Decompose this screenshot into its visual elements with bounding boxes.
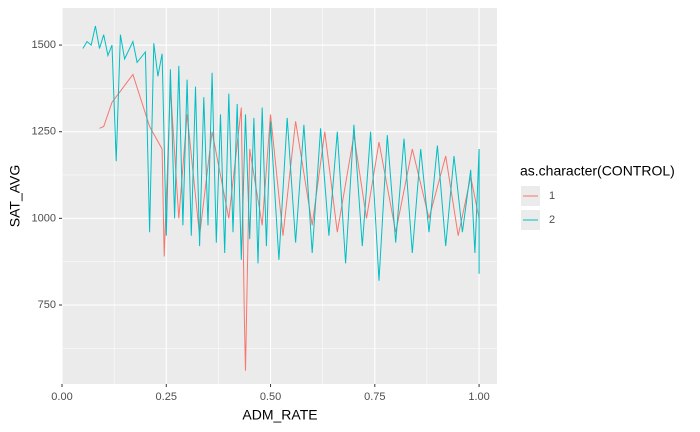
- legend-title: as.character(CONTROL): [520, 163, 675, 179]
- y-tick-label: 1250: [32, 126, 56, 138]
- x-tick-label: 0.75: [364, 391, 385, 403]
- x-tick-label: 0.00: [51, 391, 72, 403]
- y-tick-label: 1000: [32, 212, 56, 224]
- x-tick-label: 0.25: [156, 391, 177, 403]
- x-tick-label: 1.00: [468, 391, 489, 403]
- x-tick-label: 0.50: [260, 391, 281, 403]
- legend: 12: [521, 186, 555, 230]
- lines: [82, 25, 480, 371]
- series-line: [82, 25, 480, 281]
- x-axis-title: ADM_RATE: [242, 407, 317, 423]
- legend-label: 2: [549, 214, 555, 226]
- y-tick-label: 750: [38, 299, 56, 311]
- y-axis-title: SAT_AVG: [7, 165, 23, 228]
- panel: [62, 8, 497, 384]
- y-tick-label: 1500: [32, 39, 56, 51]
- legend-label: 1: [549, 190, 555, 202]
